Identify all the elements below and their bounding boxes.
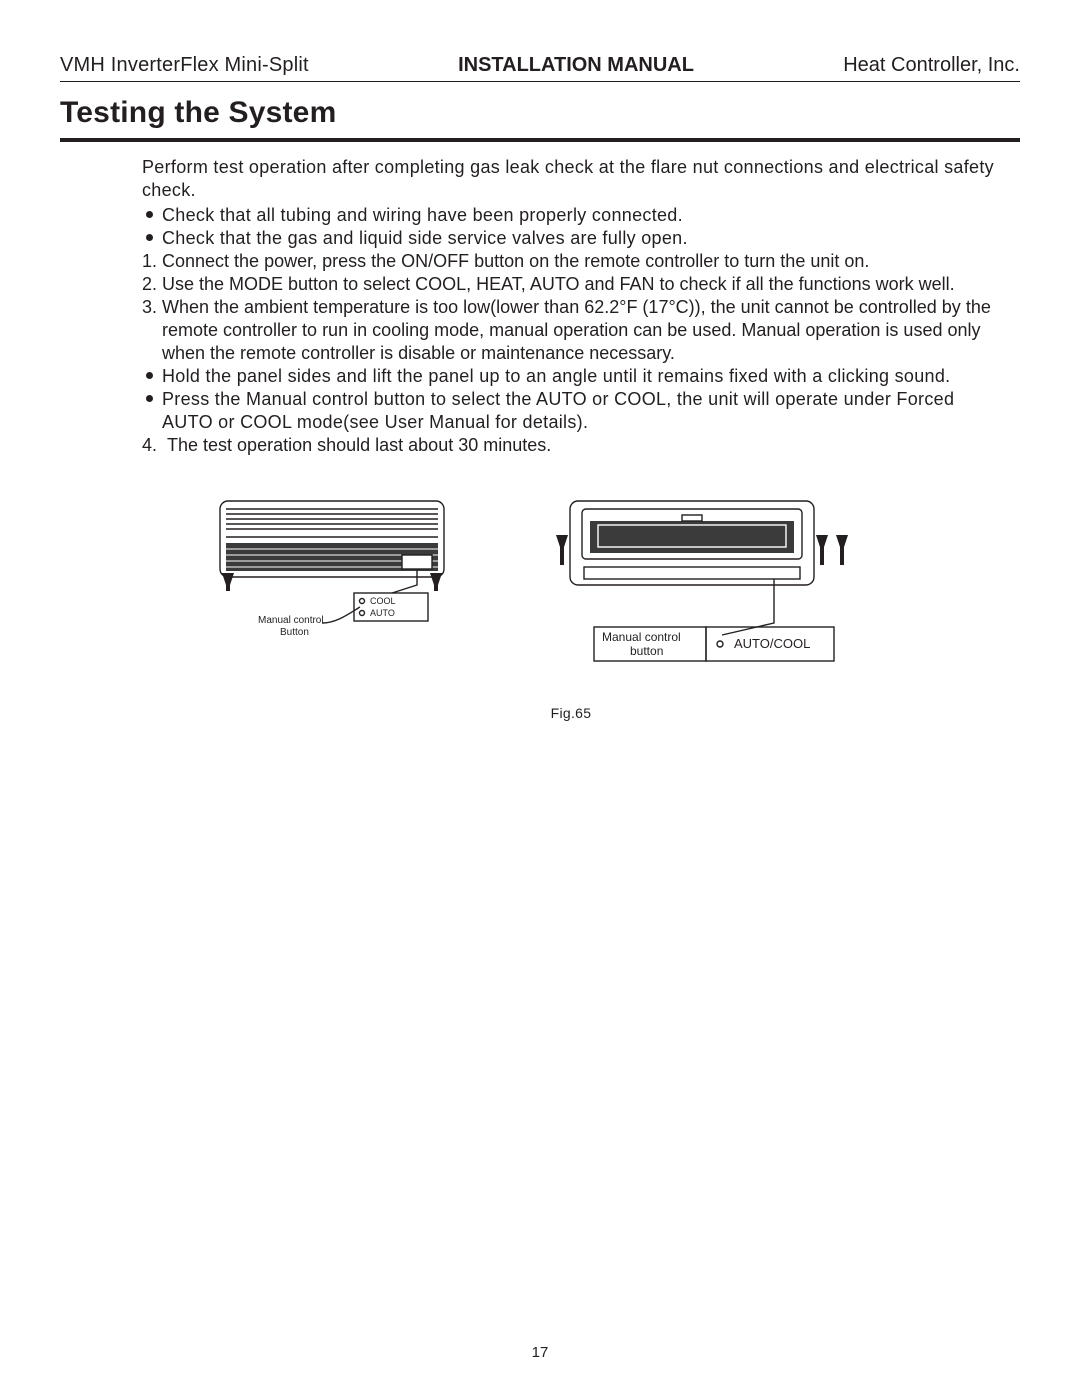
bullets-mid: Hold the panel sides and lift the panel … xyxy=(142,365,1000,434)
bullets-top: Check that all tubing and wiring have be… xyxy=(142,204,1000,250)
bullet-item: Hold the panel sides and lift the panel … xyxy=(142,365,1000,388)
figure-caption: Fig.65 xyxy=(142,705,1000,723)
fig1-opt-auto: AUTO xyxy=(370,608,395,618)
step-text: Use the MODE button to select COOL, HEAT… xyxy=(162,274,955,294)
intro-text: Perform test operation after completing … xyxy=(142,156,1000,202)
step-1: 1.Connect the power, press the ON/OFF bu… xyxy=(142,250,1000,273)
step-3: 3.When the ambient temperature is too lo… xyxy=(142,296,1000,365)
bullet-item: Check that the gas and liquid side servi… xyxy=(142,227,1000,250)
step-text: When the ambient temperature is too low(… xyxy=(162,297,991,363)
body-text: Perform test operation after completing … xyxy=(60,156,1020,723)
title-rule xyxy=(60,138,1020,142)
fig1-opt-cool: COOL xyxy=(370,596,396,606)
page-header: VMH InverterFlex Mini-Split INSTALLATION… xyxy=(60,54,1020,82)
step-text: The test operation should last about 30 … xyxy=(167,435,551,455)
fig2-label2: button xyxy=(630,644,663,658)
fig1-label1: Manual control xyxy=(258,615,324,626)
numbered-steps-2: 4. The test operation should last about … xyxy=(142,434,1000,457)
figures-row: COOL AUTO Manual control Button xyxy=(202,495,1000,685)
step-4: 4. The test operation should last about … xyxy=(142,434,1000,457)
figure-unit-closed: COOL AUTO Manual control Button xyxy=(202,495,462,665)
page-title: Testing the System xyxy=(60,96,1020,130)
bullet-item: Press the Manual control button to selec… xyxy=(142,388,1000,434)
numbered-steps: 1.Connect the power, press the ON/OFF bu… xyxy=(142,250,1000,365)
bullet-item: Check that all tubing and wiring have be… xyxy=(142,204,1000,227)
fig1-label2: Button xyxy=(280,627,309,638)
step-2: 2.Use the MODE button to select COOL, HE… xyxy=(142,273,1000,296)
fig2-label1: Manual control xyxy=(602,630,681,644)
header-right: Heat Controller, Inc. xyxy=(843,54,1020,77)
header-left: VMH InverterFlex Mini-Split xyxy=(60,54,309,77)
figure-unit-open: Manual control button AUTO/COOL xyxy=(542,495,862,685)
step-text: Connect the power, press the ON/OFF butt… xyxy=(162,251,869,271)
fig2-opt: AUTO/COOL xyxy=(734,636,810,651)
header-center: INSTALLATION MANUAL xyxy=(458,54,694,77)
page-number: 17 xyxy=(0,1344,1080,1361)
